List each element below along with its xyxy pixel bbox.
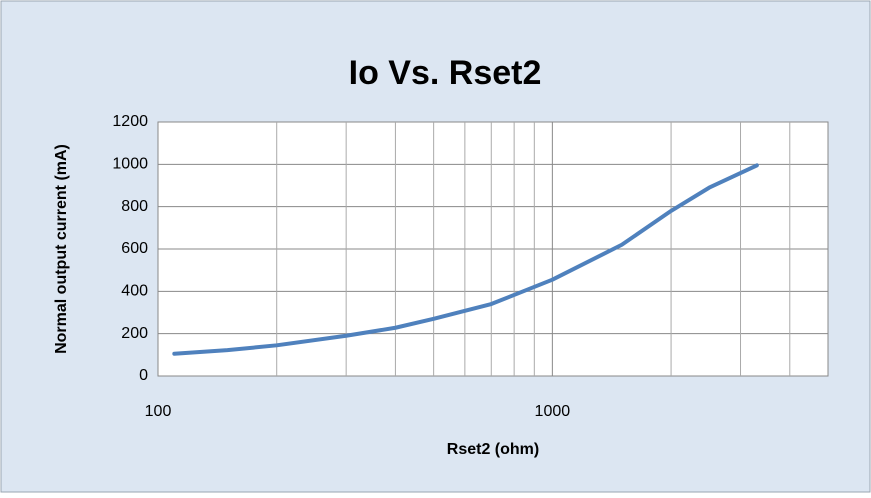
y-tick-label: 200	[121, 325, 148, 342]
y-tick-label: 800	[121, 198, 148, 215]
data-line	[172, 163, 759, 356]
x-tick-label: 1000	[535, 403, 571, 420]
y-axis-label: Normal output current (mA)	[53, 144, 70, 354]
chart-title: Io Vs. Rset2	[349, 54, 542, 92]
y-tick-label: 1200	[112, 113, 148, 130]
x-tick-label: 100	[145, 403, 172, 420]
y-tick-label: 600	[121, 240, 148, 257]
y-tick-label: 1000	[112, 156, 148, 173]
y-tick-label: 400	[121, 283, 148, 300]
x-axis-label: Rset2 (ohm)	[447, 441, 539, 458]
y-tick-label: 0	[139, 367, 148, 384]
